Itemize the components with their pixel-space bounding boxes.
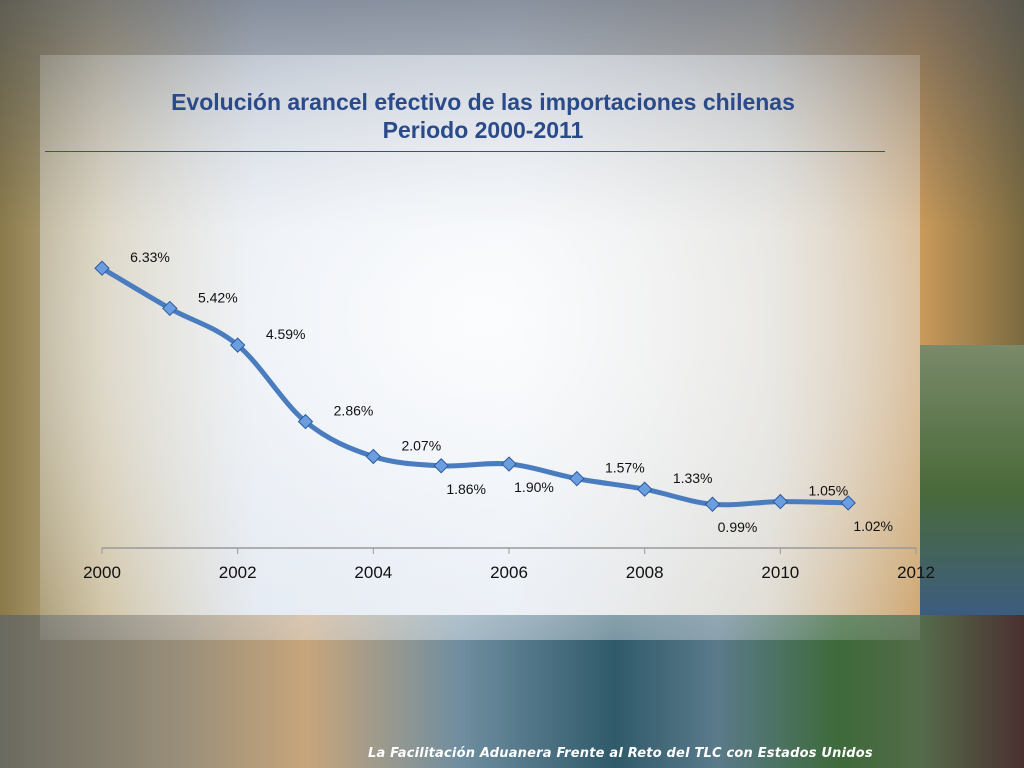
x-tick-label: 2008: [626, 563, 664, 582]
data-label: 5.42%: [198, 289, 238, 305]
data-label: 0.99%: [718, 519, 758, 535]
data-point-marker: [704, 496, 721, 512]
background-photo-strip: [0, 615, 1024, 768]
data-label: 1.05%: [808, 483, 848, 499]
data-point-marker: [229, 337, 246, 353]
data-point-marker: [433, 458, 449, 474]
x-tick-label: 2004: [354, 563, 392, 582]
title-divider: [45, 151, 885, 152]
data-label: 1.33%: [673, 470, 713, 486]
data-point-marker: [772, 493, 789, 510]
title-line-2: Periodo 2000-2011: [382, 117, 584, 143]
data-point-marker: [501, 456, 517, 472]
data-label: 1.86%: [446, 481, 486, 497]
data-point-marker: [569, 470, 585, 487]
data-label: 6.33%: [130, 249, 170, 265]
data-point-marker: [94, 260, 110, 276]
x-tick-label: 2012: [897, 563, 935, 582]
x-tick-label: 2002: [219, 563, 257, 582]
background-photo-right: [920, 345, 1024, 635]
x-tick-label: 2010: [761, 563, 799, 582]
data-label: 1.57%: [605, 460, 645, 476]
data-point-marker: [840, 495, 856, 511]
data-point-marker: [162, 300, 178, 317]
title-line-1: Evolución arancel efectivo de las import…: [171, 89, 795, 115]
data-label: 2.86%: [334, 403, 374, 419]
data-label: 4.59%: [266, 326, 306, 342]
slide-title: Evolución arancel efectivo de las import…: [40, 88, 926, 144]
data-point-marker: [636, 481, 653, 497]
data-point-marker: [365, 448, 382, 465]
data-point-marker: [297, 413, 314, 430]
chart-panel: [40, 55, 920, 640]
data-label: 1.02%: [853, 518, 893, 534]
data-label: 1.90%: [514, 479, 554, 495]
data-label: 2.07%: [401, 438, 441, 454]
x-tick-label: 2006: [490, 563, 528, 582]
slide-footer: La Facilitación Aduanera Frente al Reto …: [368, 746, 873, 761]
x-tick-label: 2000: [83, 563, 121, 582]
